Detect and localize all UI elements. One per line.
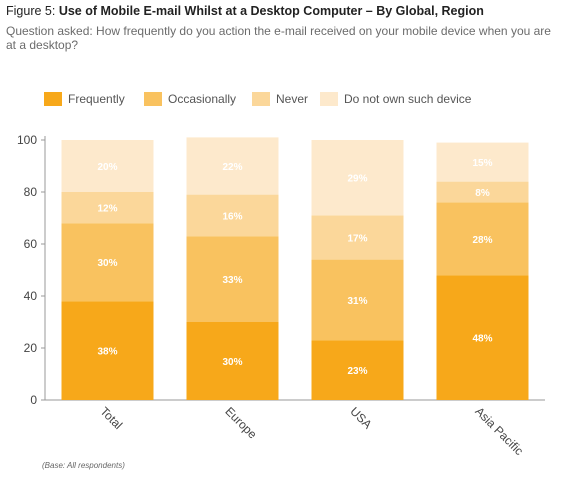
bar-segment [61,223,154,302]
bar-segment [186,137,279,195]
base-note: (Base: All respondents) [42,461,125,470]
bar-segment [186,194,279,237]
data-label: 38% [97,347,117,358]
data-label: 20% [97,162,117,173]
data-label: 15% [472,158,492,169]
bar-segment [186,322,279,400]
figure-prefix: Figure 5: [6,4,59,18]
bar-segment [311,140,404,216]
bar-segment [311,259,404,341]
data-label: 8% [475,188,490,199]
data-label: 17% [347,234,367,245]
legend-swatch [44,92,62,106]
bar-segment [186,236,279,322]
data-label: 28% [472,235,492,246]
bar-segment [61,140,154,192]
legend-swatch [144,92,162,106]
bar-segment [436,202,529,276]
legend-swatch [252,92,270,106]
legend-label: Do not own such device [344,92,472,106]
bar-segment [436,142,529,182]
y-tick-label: 80 [24,185,38,199]
data-label: 16% [222,211,242,222]
data-label: 22% [222,162,242,173]
bar-segment [436,181,529,203]
data-label: 30% [97,258,117,269]
x-tick-label: Europe [222,404,259,441]
data-label: 29% [347,174,367,185]
y-tick-label: 40 [24,289,38,303]
question-text: Question asked: How frequently do you ac… [6,24,551,52]
legend-swatch [320,92,338,106]
bar-segment [61,301,154,400]
legend-label: Never [276,92,309,106]
data-label: 33% [222,275,242,286]
bar-segment [436,275,529,400]
data-label: 31% [347,296,367,307]
x-tick-label: Asia Pacific [472,404,526,458]
x-tick-label: USA [347,404,374,431]
y-tick-label: 0 [30,393,37,407]
y-tick-label: 20 [24,341,38,355]
bar-segment [61,192,154,224]
data-label: 30% [222,357,242,368]
data-label: 23% [347,366,367,377]
figure-title: Use of Mobile E-mail Whilst at a Desktop… [58,4,484,18]
legend-label: Occasionally [168,92,237,106]
data-label: 48% [472,334,492,345]
data-label: 12% [97,204,117,215]
legend-label: Frequently [68,92,125,106]
bar-segment [311,215,404,260]
bar-segment [311,340,404,400]
chart-title: Figure 5: Use of Mobile E-mail Whilst at… [6,4,484,18]
y-tick-label: 100 [17,133,37,147]
y-tick-label: 60 [24,237,38,251]
x-tick-label: Total [97,404,125,432]
